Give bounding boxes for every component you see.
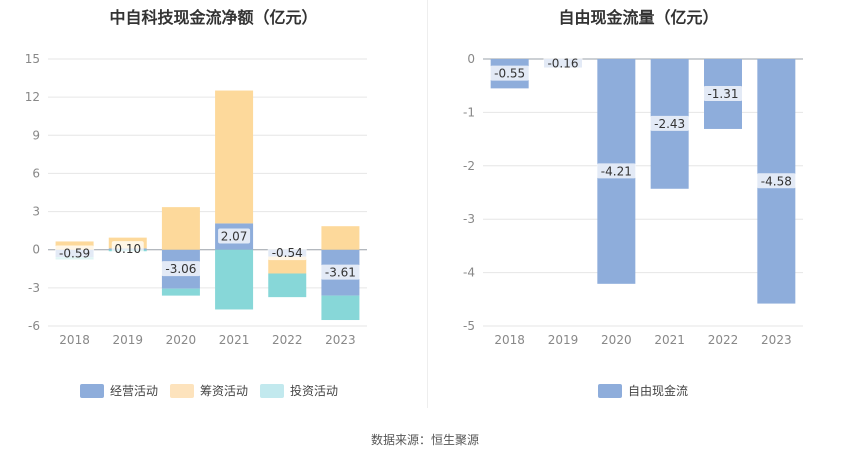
data-label: -0.54 (272, 246, 303, 260)
legend-item-investing[interactable]: 投资活动 (260, 382, 338, 399)
x-tick-label: 2018 (59, 333, 90, 347)
bar-0-1-2021 (215, 90, 254, 224)
data-label-bg (756, 173, 796, 189)
y-tick-label: 3 (32, 205, 40, 219)
x-tick-label: 2020 (166, 333, 197, 347)
y-tick-label: -3 (463, 212, 475, 226)
data-label-bg (161, 261, 201, 277)
data-label: -2.43 (654, 117, 685, 131)
legend-label-free-cash-flow: 自由现金流 (628, 384, 689, 398)
x-tick-label: 2020 (601, 333, 632, 347)
bar-0-2-2021 (215, 249, 254, 310)
legend-item-financing[interactable]: 筹资活动 (170, 382, 248, 399)
data-label: -4.58 (761, 174, 792, 188)
left-chart-title: 中自科技现金流净额（亿元） (109, 8, 318, 27)
data-source-note: 数据来源：恒生聚源 (370, 433, 479, 447)
y-tick-label: -5 (463, 319, 475, 333)
x-tick-label: 2022 (708, 333, 739, 347)
data-label-bg (596, 163, 636, 179)
bar-0-2-2022 (268, 273, 307, 298)
legend-swatch-free-cash-flow (598, 383, 622, 398)
legend-label-financing: 筹资活动 (200, 384, 249, 398)
data-label-bg (267, 245, 307, 261)
data-label: 2.07 (221, 230, 248, 244)
legend-swatch-financing (170, 383, 195, 398)
data-label-bg (543, 55, 583, 71)
bar-0-2-2023 (321, 295, 360, 321)
bar-0-1-2023 (321, 226, 360, 250)
right-chart-legend: 自由现金流 (598, 382, 688, 399)
y-tick-label: 15 (25, 52, 40, 66)
legend-swatch-investing (260, 383, 285, 398)
right-chart-title: 自由现金流量（亿元） (558, 8, 719, 27)
data-label: -3.06 (165, 262, 196, 276)
left-chart-legend: 经营活动 筹资活动 投资活动 (80, 382, 338, 399)
data-label-bg (55, 245, 95, 261)
data-label: -3.61 (325, 266, 356, 280)
y-tick-label: -6 (28, 319, 40, 333)
bar-0-1-2020 (161, 207, 200, 250)
data-label: -1.31 (707, 87, 738, 101)
y-tick-label: 12 (25, 90, 40, 104)
y-tick-label: -1 (463, 105, 475, 119)
legend-item-free-cash-flow[interactable]: 自由现金流 (598, 382, 688, 399)
data-label-bg (320, 264, 360, 280)
y-tick-label: -2 (463, 159, 475, 173)
y-tick-label: 0 (32, 243, 40, 257)
bar-0-1-2022 (268, 256, 307, 274)
x-tick-label: 2021 (654, 333, 685, 347)
legend-label-operating: 经营活动 (110, 384, 159, 398)
data-label: -0.59 (59, 246, 90, 260)
x-tick-label: 2018 (494, 333, 525, 347)
y-tick-label: 0 (467, 52, 475, 66)
data-label: -4.21 (601, 164, 632, 178)
data-label-bg (490, 65, 530, 81)
data-label-bg (218, 228, 251, 244)
data-label: -0.16 (547, 56, 578, 70)
data-label-bg (650, 115, 690, 131)
bar-0-2-2020 (161, 288, 200, 296)
y-tick-label: 9 (32, 128, 40, 142)
x-tick-label: 2021 (219, 333, 250, 347)
data-label: -0.55 (494, 67, 525, 81)
panel-divider (427, 0, 428, 408)
legend-label-investing: 投资活动 (290, 384, 339, 398)
x-tick-label: 2023 (761, 333, 792, 347)
data-label-bg (703, 85, 743, 101)
x-tick-label: 2023 (325, 333, 356, 347)
y-tick-label: 6 (32, 166, 40, 180)
x-tick-label: 2019 (548, 333, 579, 347)
y-tick-label: -3 (28, 281, 40, 295)
y-tick-label: -4 (463, 266, 475, 280)
x-tick-label: 2019 (112, 333, 143, 347)
x-tick-label: 2022 (272, 333, 303, 347)
data-label: 0.10 (114, 242, 141, 256)
data-label-bg (111, 241, 144, 257)
legend-swatch-operating (80, 383, 104, 398)
legend-item-operating[interactable]: 经营活动 (80, 382, 158, 399)
